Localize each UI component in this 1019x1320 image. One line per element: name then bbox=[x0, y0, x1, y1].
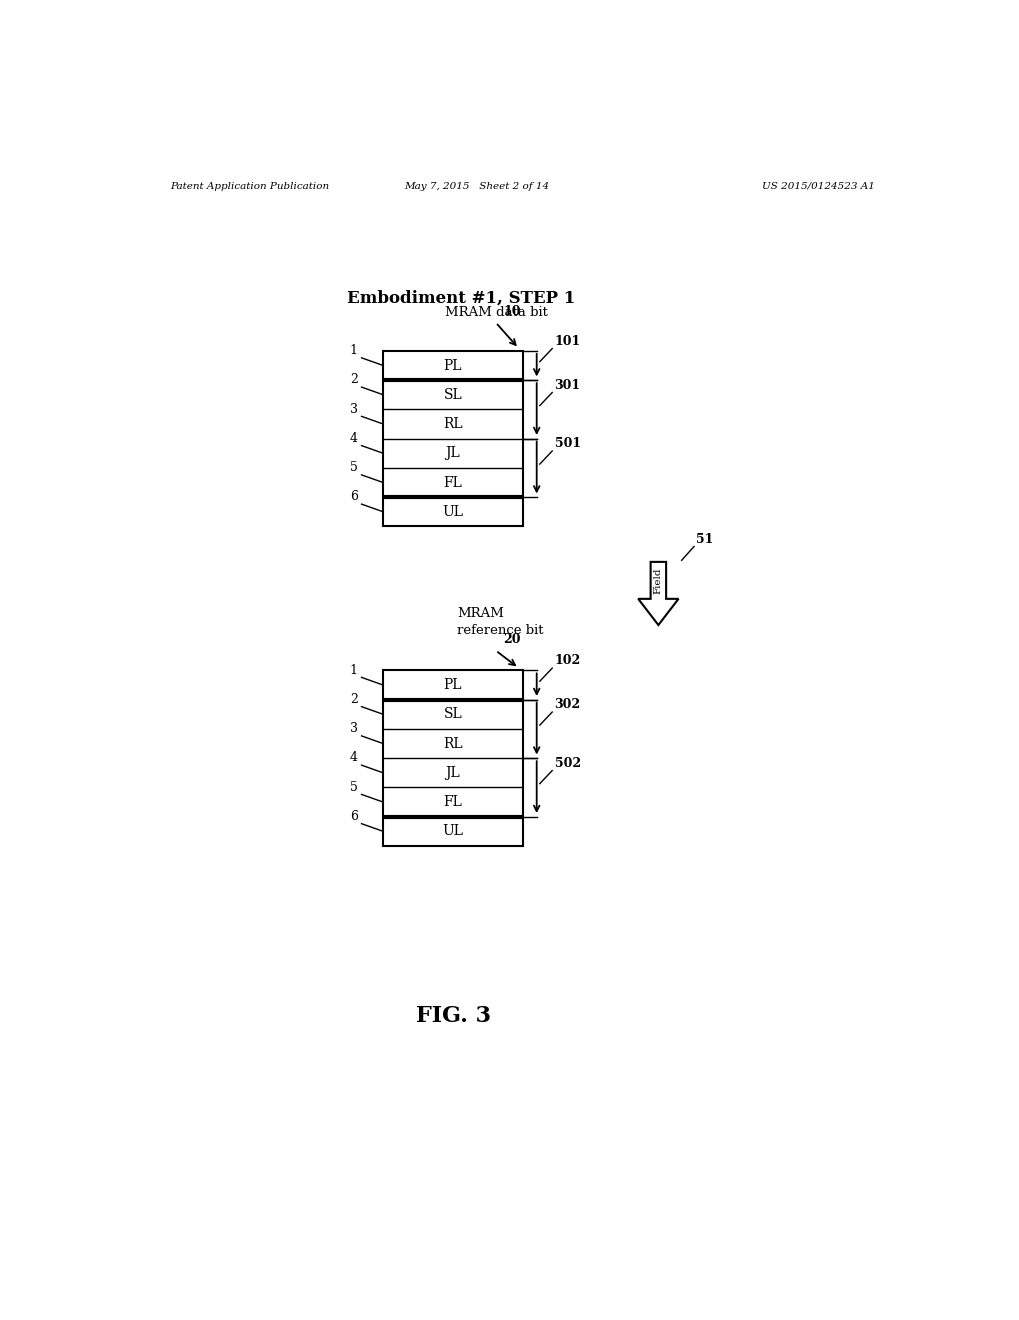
Text: PL: PL bbox=[443, 359, 462, 372]
Text: PL: PL bbox=[443, 678, 462, 692]
Text: UL: UL bbox=[442, 504, 463, 519]
Text: 1: 1 bbox=[350, 345, 358, 358]
Polygon shape bbox=[638, 562, 678, 626]
Text: 5: 5 bbox=[350, 780, 358, 793]
Text: Field: Field bbox=[653, 568, 662, 594]
Text: FL: FL bbox=[443, 795, 462, 809]
Text: 4: 4 bbox=[350, 751, 358, 764]
Text: JL: JL bbox=[445, 446, 460, 461]
Text: 6: 6 bbox=[350, 810, 358, 822]
Text: 102: 102 bbox=[554, 655, 580, 668]
Text: US 2015/0124523 A1: US 2015/0124523 A1 bbox=[762, 182, 874, 190]
Text: RL: RL bbox=[442, 417, 463, 432]
Text: Embodiment #1, STEP 1: Embodiment #1, STEP 1 bbox=[346, 289, 575, 306]
Text: 6: 6 bbox=[350, 490, 358, 503]
Text: MRAM data bit: MRAM data bit bbox=[445, 305, 547, 318]
Text: 3: 3 bbox=[350, 403, 358, 416]
Text: 4: 4 bbox=[350, 432, 358, 445]
Text: 2: 2 bbox=[350, 693, 358, 706]
Text: RL: RL bbox=[442, 737, 463, 751]
Text: JL: JL bbox=[445, 766, 460, 780]
Bar bbox=[383, 671, 523, 846]
Text: 51: 51 bbox=[696, 533, 713, 545]
Text: 302: 302 bbox=[554, 698, 580, 711]
Text: 10: 10 bbox=[503, 305, 521, 318]
Text: MRAM: MRAM bbox=[457, 607, 503, 620]
Text: reference bit: reference bit bbox=[457, 624, 543, 638]
Text: 2: 2 bbox=[350, 374, 358, 387]
Bar bbox=[383, 351, 523, 527]
Text: 501: 501 bbox=[554, 437, 580, 450]
Text: 502: 502 bbox=[554, 756, 580, 770]
Text: SL: SL bbox=[443, 388, 462, 401]
Text: 301: 301 bbox=[554, 379, 580, 392]
Text: 1: 1 bbox=[350, 664, 358, 677]
Text: 3: 3 bbox=[350, 722, 358, 735]
Text: 20: 20 bbox=[503, 632, 521, 645]
Text: SL: SL bbox=[443, 708, 462, 721]
Text: 101: 101 bbox=[554, 335, 580, 348]
Text: May 7, 2015   Sheet 2 of 14: May 7, 2015 Sheet 2 of 14 bbox=[404, 182, 548, 190]
Text: FIG. 3: FIG. 3 bbox=[415, 1006, 490, 1027]
Text: 5: 5 bbox=[350, 461, 358, 474]
Text: Patent Application Publication: Patent Application Publication bbox=[170, 182, 329, 190]
Text: UL: UL bbox=[442, 825, 463, 838]
Text: FL: FL bbox=[443, 475, 462, 490]
